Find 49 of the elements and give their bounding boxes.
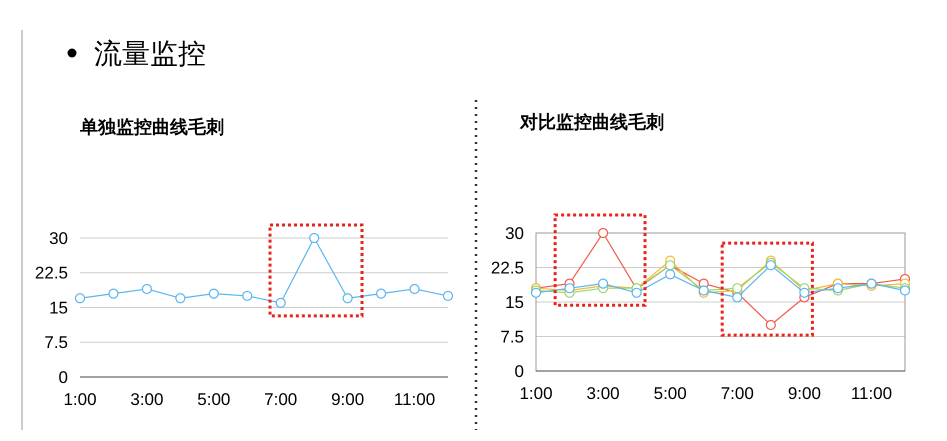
y-tick-label: 22.5 [34,264,68,283]
point [242,290,252,302]
point [276,298,286,308]
y-tick-label: 15 [505,292,524,312]
x-tick-label: 7:00 [264,390,298,409]
point [564,283,575,294]
x-tick-label: 7:00 [720,384,754,403]
point [799,288,810,298]
point [766,260,776,270]
point [732,292,742,302]
point [598,228,608,238]
point [342,293,353,304]
text: 流量监控 [94,38,206,69]
chart-title: 对比监控曲线毛刺 [519,112,664,132]
point [632,288,642,298]
y-tick-label: 15 [49,298,68,318]
point [208,288,219,299]
x-tick-label: 5:00 [654,384,687,403]
point [74,293,86,304]
point [142,284,152,294]
point [732,283,742,294]
y-tick-label: 0 [514,362,524,381]
point [309,232,320,244]
point [409,284,420,294]
y-tick-label: 0 [58,368,68,387]
x-tick-label: 9:00 [788,384,821,403]
point [108,288,119,299]
x-tick-label: 3:00 [130,390,164,409]
point [376,288,386,299]
point [900,285,910,296]
chart-title: 单独监控曲线毛刺 [79,117,224,137]
x-tick-label: 5:00 [197,390,230,409]
point [832,283,844,294]
point [530,288,542,298]
y-tick-label: 22.5 [490,258,524,278]
y-tick-label: 7.5 [500,327,524,346]
x-tick-label: 9:00 [331,390,364,409]
point [175,293,186,304]
x-tick-label: 3:00 [586,384,620,403]
y-tick-label: 7.5 [44,333,68,352]
x-tick-label: 11:00 [850,384,892,403]
x-tick-label: 1:00 [63,390,97,409]
x-tick-label: 11:00 [394,390,436,409]
point [442,290,454,302]
point [665,269,676,280]
point [766,320,776,330]
y-tick-label: 30 [505,224,524,243]
x-tick-label: 1:00 [519,384,553,403]
y-tick-label: 30 [49,228,68,248]
